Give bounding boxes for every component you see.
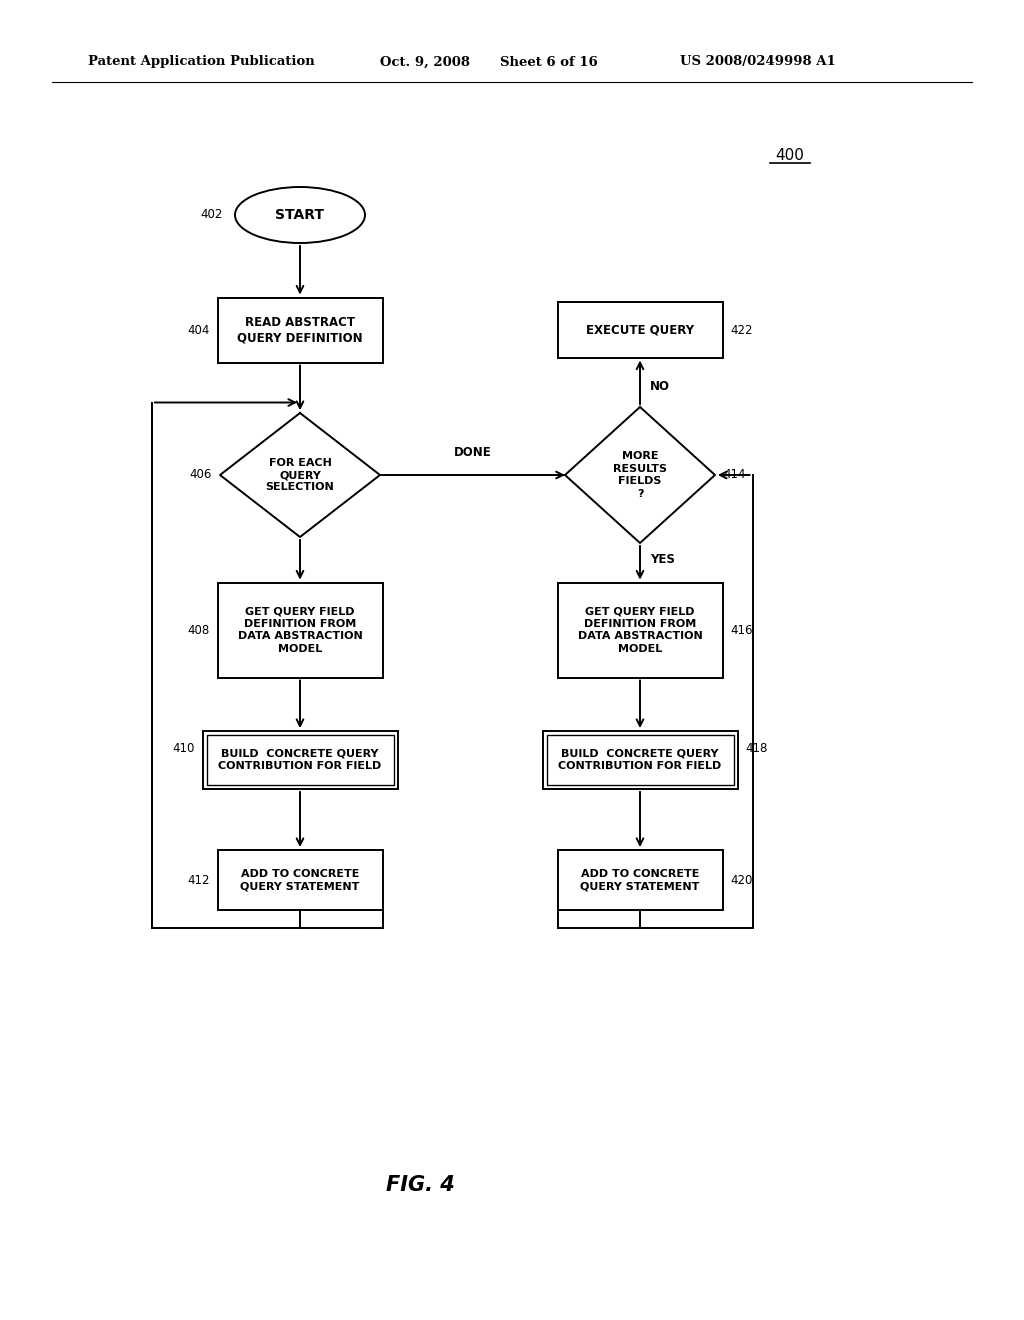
Text: YES: YES <box>650 553 675 566</box>
Text: FOR EACH
QUERY
SELECTION: FOR EACH QUERY SELECTION <box>265 458 335 492</box>
Text: EXECUTE QUERY: EXECUTE QUERY <box>586 323 694 337</box>
Text: US 2008/0249998 A1: US 2008/0249998 A1 <box>680 55 836 69</box>
Text: 412: 412 <box>187 874 210 887</box>
Bar <box>557 850 723 909</box>
Bar <box>217 297 383 363</box>
Bar <box>207 735 393 785</box>
Text: Oct. 9, 2008: Oct. 9, 2008 <box>380 55 470 69</box>
Text: MORE
RESULTS
FIELDS
?: MORE RESULTS FIELDS ? <box>613 451 667 499</box>
Text: START: START <box>275 209 325 222</box>
Text: 402: 402 <box>201 209 223 222</box>
Text: NO: NO <box>650 380 670 393</box>
Text: 410: 410 <box>172 742 195 755</box>
Text: READ ABSTRACT
QUERY DEFINITION: READ ABSTRACT QUERY DEFINITION <box>238 315 362 345</box>
Text: ADD TO CONCRETE
QUERY STATEMENT: ADD TO CONCRETE QUERY STATEMENT <box>241 869 359 891</box>
Text: BUILD  CONCRETE QUERY
CONTRIBUTION FOR FIELD: BUILD CONCRETE QUERY CONTRIBUTION FOR FI… <box>218 748 382 771</box>
Text: GET QUERY FIELD
DEFINITION FROM
DATA ABSTRACTION
MODEL: GET QUERY FIELD DEFINITION FROM DATA ABS… <box>578 606 702 653</box>
Text: DONE: DONE <box>454 446 492 459</box>
Text: 406: 406 <box>189 469 212 482</box>
Bar <box>543 731 737 789</box>
Text: Sheet 6 of 16: Sheet 6 of 16 <box>500 55 598 69</box>
Text: 404: 404 <box>187 323 210 337</box>
Bar <box>203 731 397 789</box>
Text: 400: 400 <box>775 148 805 162</box>
Text: 418: 418 <box>745 742 768 755</box>
Text: GET QUERY FIELD
DEFINITION FROM
DATA ABSTRACTION
MODEL: GET QUERY FIELD DEFINITION FROM DATA ABS… <box>238 606 362 653</box>
Text: Patent Application Publication: Patent Application Publication <box>88 55 314 69</box>
Bar <box>217 582 383 677</box>
Text: ADD TO CONCRETE
QUERY STATEMENT: ADD TO CONCRETE QUERY STATEMENT <box>581 869 699 891</box>
Text: FIG. 4: FIG. 4 <box>386 1175 455 1195</box>
Bar <box>217 850 383 909</box>
Text: 414: 414 <box>723 469 745 482</box>
Bar <box>557 302 723 358</box>
Text: BUILD  CONCRETE QUERY
CONTRIBUTION FOR FIELD: BUILD CONCRETE QUERY CONTRIBUTION FOR FI… <box>558 748 722 771</box>
Bar <box>557 582 723 677</box>
Text: 408: 408 <box>187 623 210 636</box>
Text: 420: 420 <box>730 874 753 887</box>
Text: 422: 422 <box>730 323 753 337</box>
Text: 416: 416 <box>730 623 753 636</box>
Bar <box>547 735 733 785</box>
